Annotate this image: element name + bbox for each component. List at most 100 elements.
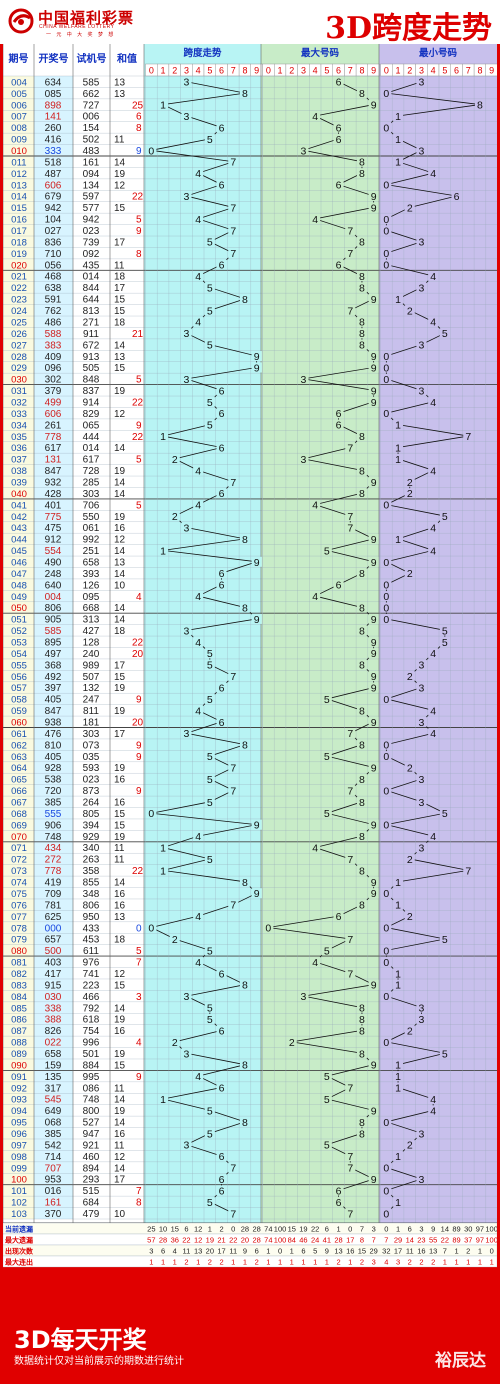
sum-value: 12 bbox=[114, 409, 126, 420]
trend-point-max: 7 bbox=[347, 1208, 353, 1220]
trend-point-min: 5 bbox=[442, 637, 448, 649]
draw-number: 720 bbox=[45, 786, 62, 797]
trend-point-max: 9 bbox=[371, 191, 377, 203]
draw-number: 538 bbox=[45, 775, 62, 786]
sum-value: 16 bbox=[114, 1026, 126, 1037]
trend-point-max: 5 bbox=[324, 945, 330, 957]
trend-marker-bg bbox=[416, 1013, 427, 1024]
trend-point-max: 8 bbox=[359, 431, 365, 443]
trend-marker-bg bbox=[193, 911, 204, 922]
test-number: 223 bbox=[83, 980, 100, 991]
trend-point-span: 6 bbox=[219, 1174, 225, 1186]
sum-value: 15 bbox=[114, 363, 126, 374]
trend-marker-bg bbox=[416, 385, 427, 396]
issue-number: 015 bbox=[11, 203, 27, 214]
issue-number: 074 bbox=[11, 878, 27, 889]
trend-marker-bg bbox=[381, 1116, 392, 1127]
trend-marker-bg bbox=[381, 991, 392, 1002]
sum-value: 11 bbox=[114, 855, 125, 866]
trend-marker-bg bbox=[381, 956, 392, 967]
trend-point-min: 2 bbox=[407, 305, 413, 317]
stat-value-min: 2 bbox=[408, 1258, 412, 1267]
sum-value: 19 bbox=[114, 1015, 126, 1026]
sum-value: 9 bbox=[136, 1072, 142, 1083]
issue-number: 059 bbox=[11, 706, 27, 717]
trend-point-max: 5 bbox=[324, 1071, 330, 1083]
test-number: 884 bbox=[83, 1060, 100, 1071]
stat-value-max: 16 bbox=[346, 1247, 354, 1256]
trend-point-span: 5 bbox=[207, 305, 213, 317]
trend-point-max: 9 bbox=[371, 385, 377, 397]
digit-header-min-2: 2 bbox=[407, 66, 412, 76]
trend-point-min: 5 bbox=[442, 328, 448, 340]
stat-value-min: 1 bbox=[454, 1258, 458, 1267]
trend-point-max: 8 bbox=[359, 237, 365, 249]
trend-point-min: 0 bbox=[383, 374, 389, 386]
draw-number: 649 bbox=[45, 1106, 62, 1117]
stats-label: 最大遗漏 bbox=[5, 1236, 33, 1245]
trend-point-max: 9 bbox=[371, 1060, 377, 1072]
sum-value: 11 bbox=[114, 843, 125, 854]
sum-value: 15 bbox=[114, 295, 126, 306]
issue-number: 021 bbox=[11, 272, 27, 283]
trend-marker-bg bbox=[356, 625, 367, 636]
sum-value: 13 bbox=[114, 89, 126, 100]
trend-point-min: 0 bbox=[383, 614, 389, 626]
trend-marker-bg bbox=[381, 591, 392, 602]
stat-value-span: 1 bbox=[243, 1258, 247, 1267]
trend-point-span: 0 bbox=[148, 923, 154, 935]
trend-marker-bg bbox=[368, 202, 379, 213]
trend-marker-bg bbox=[310, 213, 321, 224]
draw-number: 634 bbox=[45, 77, 62, 88]
trend-point-max: 9 bbox=[371, 202, 377, 214]
test-number: 293 bbox=[83, 1175, 100, 1186]
trend-marker-bg bbox=[345, 1208, 356, 1219]
trend-point-min: 2 bbox=[407, 911, 413, 923]
trend-point-max: 8 bbox=[359, 831, 365, 843]
test-number: 911 bbox=[83, 329, 99, 340]
trend-point-span: 7 bbox=[230, 763, 236, 775]
test-number: 593 bbox=[83, 763, 100, 774]
trend-marker-bg bbox=[368, 351, 379, 362]
trend-marker-bg bbox=[356, 1048, 367, 1059]
trend-marker-bg bbox=[356, 1013, 367, 1024]
trend-marker-bg bbox=[381, 225, 392, 236]
issue-number: 004 bbox=[11, 77, 27, 88]
stat-value-min: 1 bbox=[478, 1247, 482, 1256]
test-number: 754 bbox=[83, 1026, 100, 1037]
trend-point-max: 8 bbox=[359, 1048, 365, 1060]
stat-value-max: 2 bbox=[360, 1258, 364, 1267]
stat-value-span: 10 bbox=[159, 1225, 167, 1234]
trend-marker-bg bbox=[169, 1036, 180, 1047]
stat-value-max: 24 bbox=[311, 1236, 319, 1245]
stat-value-max: 7 bbox=[372, 1236, 376, 1245]
trend-marker-bg bbox=[204, 1002, 215, 1013]
sum-value: 16 bbox=[114, 798, 126, 809]
draw-number: 518 bbox=[45, 157, 62, 168]
trend-marker-bg bbox=[428, 1093, 439, 1104]
trend-marker-bg bbox=[204, 396, 215, 407]
trend-marker-bg bbox=[368, 613, 379, 624]
test-number: 264 bbox=[83, 798, 100, 809]
test-number: 263 bbox=[83, 855, 100, 866]
trend-point-min: 0 bbox=[383, 225, 389, 237]
trend-marker-bg bbox=[204, 339, 215, 350]
test-number: 989 bbox=[83, 660, 100, 671]
trend-point-span: 9 bbox=[254, 820, 260, 832]
stat-value-span: 22 bbox=[229, 1236, 237, 1245]
trend-marker-bg bbox=[356, 659, 367, 670]
trend-point-span: 7 bbox=[230, 157, 236, 169]
issue-number: 046 bbox=[11, 557, 27, 568]
trend-marker-bg bbox=[345, 933, 356, 944]
stat-value-span: 13 bbox=[194, 1247, 202, 1256]
trend-point-max: 9 bbox=[371, 888, 377, 900]
trend-point-max: 7 bbox=[347, 1083, 353, 1095]
trend-point-min: 4 bbox=[430, 728, 436, 740]
trend-marker-bg bbox=[204, 1013, 215, 1024]
trend-point-min: 2 bbox=[407, 488, 413, 500]
trend-marker-bg bbox=[193, 465, 204, 476]
trend-point-min: 0 bbox=[383, 740, 389, 752]
trend-marker-bg bbox=[193, 499, 204, 510]
trend-marker-bg bbox=[228, 156, 239, 167]
trend-marker-bg bbox=[393, 1059, 404, 1070]
